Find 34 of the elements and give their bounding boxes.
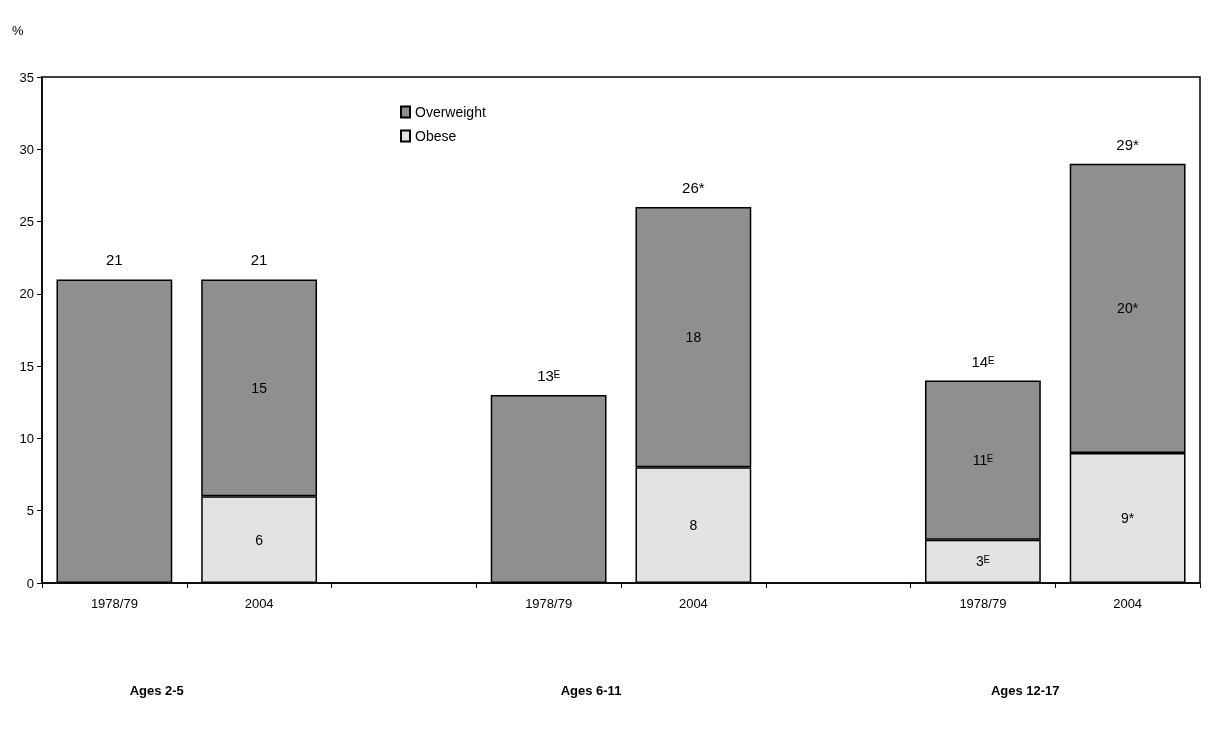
data-label: 9*	[1121, 509, 1135, 526]
x-tick-label: 1978/79	[90, 596, 138, 611]
data-label: 15	[251, 379, 268, 396]
y-tick-label: 35	[19, 69, 34, 85]
data-label: 6	[255, 531, 264, 548]
x-tick-label: 1978/79	[959, 596, 1007, 611]
x-tick-label: 1978/79	[525, 596, 573, 611]
y-tick-label: 30	[19, 141, 34, 157]
x-tick-label: 2004	[678, 596, 708, 611]
text: Ages 2-5	[129, 682, 184, 698]
text: Ages 12-17	[990, 682, 1060, 698]
text: Ages 6-11	[560, 682, 622, 698]
data-label: 8	[689, 517, 698, 534]
y-tick-label: 0	[26, 575, 34, 591]
y-tick-label: 10	[19, 430, 34, 446]
data-label: 11ᴱ	[972, 452, 994, 469]
y-tick-label: 15	[19, 358, 34, 374]
x-tick-label: 2004	[1113, 596, 1143, 611]
data-label: 18	[685, 329, 702, 346]
total-label: 21	[106, 251, 123, 269]
legend-label: Obese	[415, 128, 457, 144]
total-label: 14ᴱ	[971, 352, 995, 370]
total-label: 21	[250, 251, 268, 269]
total-label: 13ᴱ	[537, 367, 561, 385]
total-label: 29*	[1116, 135, 1140, 153]
y-tick-label: 20	[19, 286, 34, 302]
y-tick-label: 25	[19, 214, 34, 230]
data-label: 20*	[1117, 300, 1139, 317]
y-axis-title: %	[12, 23, 24, 38]
legend-label: Overweight	[415, 104, 486, 120]
data-label: 3ᴱ	[976, 553, 990, 570]
y-tick-label: 5	[26, 503, 34, 519]
x-tick-label: 2004	[244, 596, 274, 611]
total-label: 26*	[682, 179, 705, 197]
